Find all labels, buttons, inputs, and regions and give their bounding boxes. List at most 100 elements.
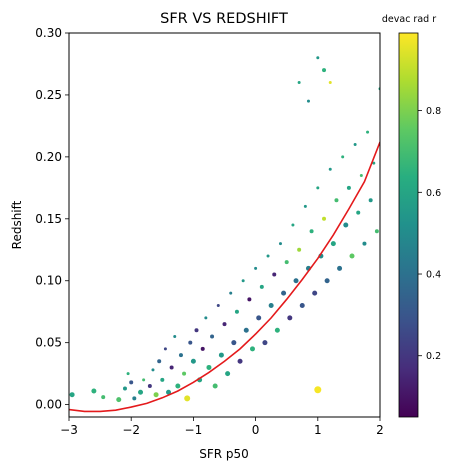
data-point — [231, 340, 237, 346]
data-point — [256, 315, 262, 321]
data-point — [274, 327, 280, 333]
y-axis-label: Redshift — [10, 200, 24, 249]
data-point — [281, 290, 287, 296]
colorbar-label: devac rad r — [382, 14, 436, 25]
data-point — [216, 304, 220, 308]
data-point — [142, 378, 146, 382]
data-point — [312, 290, 318, 296]
data-point — [247, 297, 252, 302]
data-point — [259, 284, 264, 289]
data-point — [147, 384, 152, 389]
data-point — [314, 386, 322, 394]
y-tick-label: 0.25 — [35, 88, 62, 102]
data-point — [268, 303, 274, 309]
data-point — [368, 198, 373, 203]
data-point — [341, 155, 345, 159]
data-point — [229, 291, 233, 295]
data-point — [291, 223, 295, 227]
data-point — [297, 81, 301, 85]
data-point — [206, 364, 212, 370]
data-point — [188, 340, 193, 345]
data-point — [322, 216, 327, 221]
chart-title: SFR VS REDSHIFT — [160, 11, 288, 27]
data-point — [243, 327, 249, 333]
data-point — [204, 316, 208, 320]
data-point — [299, 303, 305, 309]
data-point — [309, 229, 314, 234]
data-point — [278, 242, 282, 246]
scatter-points — [69, 56, 380, 403]
data-point — [322, 68, 327, 73]
data-point — [178, 353, 183, 358]
data-point — [293, 278, 299, 284]
x-tick-label: 1 — [314, 423, 322, 437]
data-point — [182, 371, 187, 376]
data-point — [241, 279, 245, 283]
data-point — [316, 56, 320, 60]
y-tick-label: 0.05 — [35, 336, 62, 350]
colorbar-ticks: 0.2 0.4 0.6 0.8 — [418, 106, 441, 362]
data-point — [343, 222, 349, 228]
data-point — [266, 254, 270, 258]
y-tick-label: 0.20 — [35, 150, 62, 164]
y-tick-label: 0.30 — [35, 26, 62, 40]
colorbar-tick-label: 0.4 — [426, 270, 441, 281]
fit-curve-layer — [69, 141, 380, 413]
colorbar-tick-label: 0.8 — [426, 106, 441, 117]
data-point — [138, 389, 144, 395]
data-point — [353, 142, 357, 146]
data-point — [249, 346, 255, 352]
data-point — [129, 380, 134, 385]
x-axis-label: SFR p50 — [199, 447, 249, 461]
data-point — [184, 395, 191, 402]
data-point — [222, 322, 227, 327]
data-point — [169, 365, 174, 370]
data-point — [287, 315, 293, 321]
y-axis-ticks: 0.00 0.05 0.10 0.15 0.20 0.25 0.30 — [35, 26, 69, 412]
x-axis-ticks: −3 −2 −1 0 1 2 — [60, 417, 384, 437]
data-point — [101, 395, 106, 400]
data-point — [126, 372, 130, 376]
data-point — [303, 204, 307, 208]
x-tick-label: 2 — [376, 423, 384, 437]
data-point — [116, 397, 122, 403]
data-point — [194, 328, 199, 333]
data-point — [190, 358, 196, 364]
data-point — [200, 346, 205, 351]
x-tick-label: −3 — [60, 423, 78, 437]
data-point — [163, 347, 167, 351]
y-tick-label: 0.10 — [35, 274, 62, 288]
data-point — [175, 383, 181, 389]
data-point — [330, 241, 336, 247]
colorbar-tick-label: 0.2 — [426, 351, 441, 362]
fit-curve — [69, 141, 380, 413]
data-point — [210, 334, 215, 339]
data-point — [328, 167, 332, 171]
data-point — [225, 371, 231, 377]
data-point — [69, 392, 75, 398]
data-point — [173, 334, 177, 338]
colorbar-tick-label: 0.6 — [426, 188, 441, 199]
data-point — [262, 340, 268, 346]
data-point — [328, 81, 332, 85]
x-tick-label: −2 — [122, 423, 140, 437]
x-tick-label: −1 — [185, 423, 203, 437]
data-point — [356, 210, 361, 215]
data-point — [234, 309, 239, 314]
data-point — [151, 368, 155, 372]
colorbar — [398, 32, 419, 418]
data-point — [366, 130, 370, 134]
x-tick-label: 0 — [252, 423, 260, 437]
data-point — [372, 161, 376, 165]
y-tick-label: 0.00 — [35, 398, 62, 412]
data-point — [316, 186, 320, 190]
data-point — [254, 266, 258, 270]
data-point — [212, 383, 218, 389]
data-point — [362, 241, 367, 246]
data-point — [132, 396, 137, 401]
data-point — [284, 260, 289, 265]
data-point — [153, 392, 159, 398]
plot-area-frame — [68, 32, 381, 418]
data-point — [237, 358, 243, 364]
